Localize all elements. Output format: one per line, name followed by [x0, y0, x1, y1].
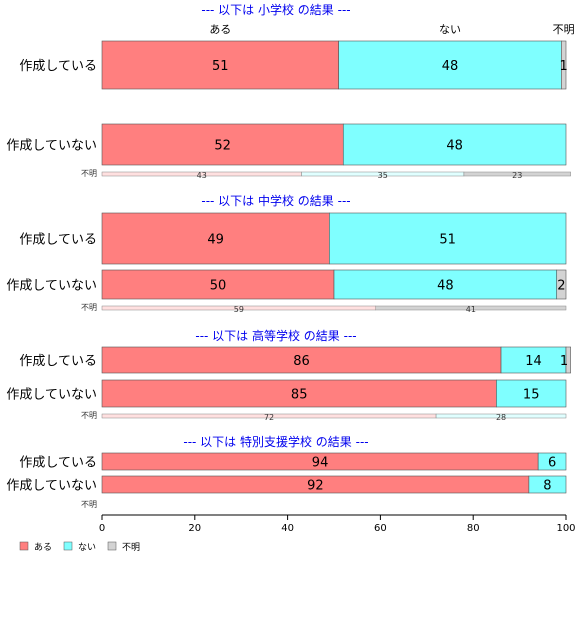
- data-label: 52: [214, 139, 231, 154]
- data-label: 1: [560, 59, 568, 74]
- bar-segment: [528, 475, 567, 494]
- unknown-data-label: 43: [197, 171, 207, 180]
- unknown-data-label: 23: [512, 171, 522, 180]
- data-label: 6: [548, 456, 556, 471]
- category-header: ある: [209, 23, 231, 36]
- unknown-data-label: 35: [378, 171, 388, 180]
- bar-segment: [101, 212, 330, 265]
- legend-swatch: [107, 541, 117, 551]
- panel-title: --- 以下は 高等学校 の結果 ---: [195, 328, 356, 343]
- legend-label: ない: [78, 542, 96, 553]
- unknown-row-label: 不明: [81, 303, 97, 312]
- legend-label: ある: [34, 542, 52, 553]
- unknown-bar-segment: [435, 413, 567, 419]
- unknown-row-label: 不明: [81, 169, 97, 178]
- legend-swatch: [63, 541, 73, 551]
- data-label: 50: [210, 279, 227, 294]
- data-label: 8: [543, 479, 551, 494]
- bar-segment: [496, 379, 567, 408]
- row-label: 作成している: [19, 59, 97, 74]
- row-label: 作成していない: [6, 279, 97, 294]
- unknown-data-label: 41: [466, 305, 476, 314]
- unknown-row-label: 不明: [81, 411, 97, 420]
- data-label: 1: [560, 354, 568, 369]
- data-label: 85: [291, 388, 308, 403]
- bar-segment: [329, 212, 567, 265]
- data-label: 51: [212, 59, 229, 74]
- data-label: 48: [442, 59, 459, 74]
- row-label: 作成していない: [6, 139, 97, 154]
- x-tick-label: 20: [188, 523, 201, 534]
- row-label: 作成していない: [6, 388, 97, 403]
- x-tick-label: 0: [99, 523, 105, 534]
- unknown-bar-segment: [463, 171, 571, 177]
- bar-segment: [342, 123, 567, 166]
- bar-segment: [101, 40, 339, 90]
- data-label: 49: [207, 233, 224, 248]
- bar-segment: [101, 269, 335, 300]
- bar-segment: [561, 40, 567, 90]
- data-label: 48: [437, 279, 454, 294]
- unknown-data-label: 59: [234, 305, 244, 314]
- legend-label: 不明: [122, 542, 140, 553]
- unknown-bar-segment: [375, 305, 567, 311]
- data-label: 86: [293, 354, 310, 369]
- category-header: ない: [439, 23, 461, 36]
- panel-title: --- 以下は 小学校 の結果 ---: [201, 2, 350, 17]
- data-label: 14: [525, 354, 542, 369]
- unknown-data-label: 28: [496, 413, 506, 422]
- bar-segment: [338, 40, 562, 90]
- bar-segment: [333, 269, 558, 300]
- category-header: 不明: [553, 23, 575, 36]
- panel-title: --- 以下は 中学校 の結果 ---: [201, 193, 350, 208]
- bar-segment: [101, 346, 502, 374]
- row-label: 作成している: [19, 233, 97, 248]
- data-label: 94: [312, 456, 329, 471]
- x-tick-label: 60: [374, 523, 387, 534]
- row-label: 作成している: [19, 354, 97, 369]
- row-label: 作成している: [19, 456, 97, 471]
- bar-segment: [500, 346, 567, 374]
- data-label: 51: [439, 233, 456, 248]
- x-tick-label: 100: [556, 523, 575, 534]
- data-label: 48: [446, 139, 463, 154]
- x-tick-label: 80: [467, 523, 480, 534]
- unknown-row-label: 不明: [81, 500, 97, 509]
- data-label: 92: [307, 479, 324, 494]
- row-label: 作成していない: [6, 479, 97, 494]
- legend-swatch: [19, 541, 29, 551]
- unknown-data-label: 72: [264, 413, 274, 422]
- panel-title: --- 以下は 特別支援学校 の結果 ---: [183, 434, 368, 449]
- bar-segment: [537, 452, 567, 471]
- data-label: 15: [523, 388, 540, 403]
- bar-segment: [556, 269, 567, 300]
- bar-segment: [565, 346, 571, 374]
- x-tick-label: 40: [281, 523, 294, 534]
- data-label: 2: [557, 279, 565, 294]
